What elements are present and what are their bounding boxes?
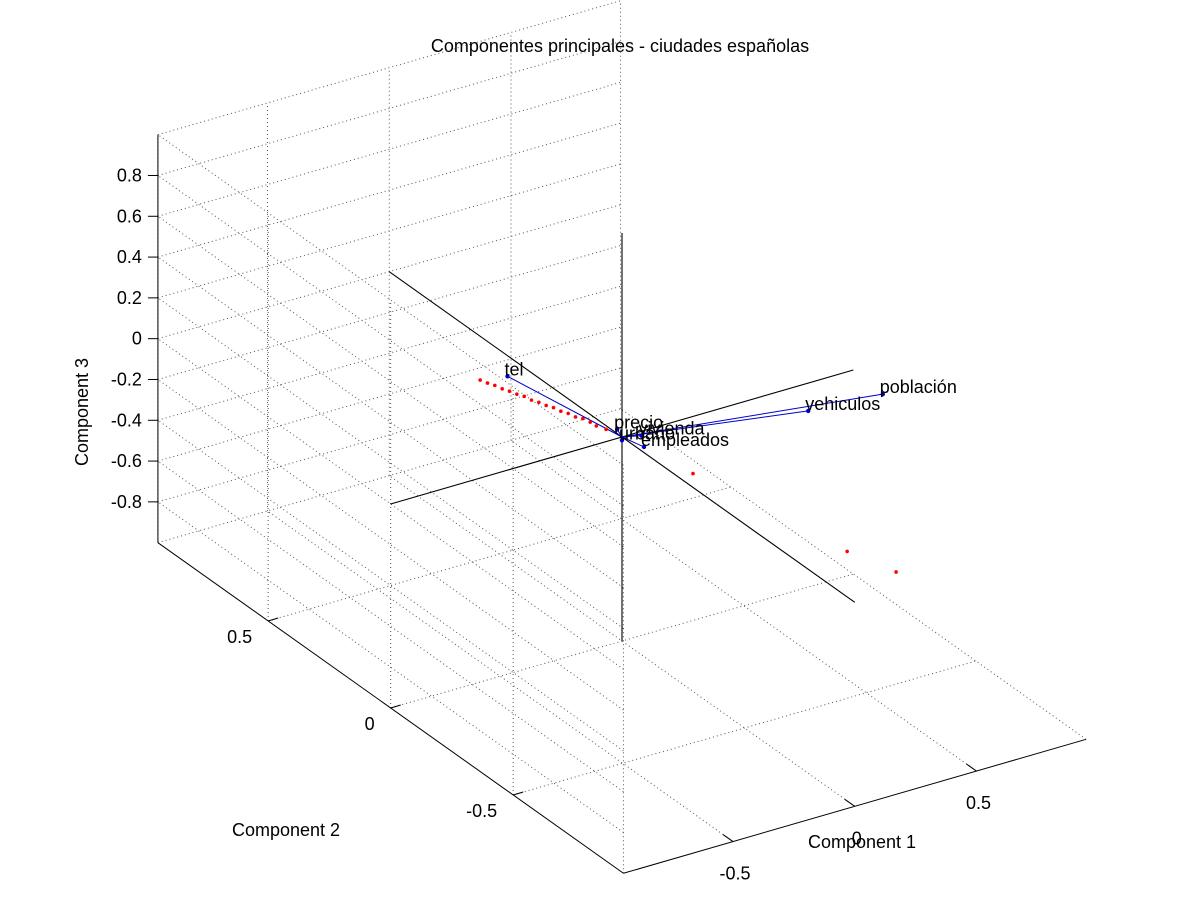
y-tick	[390, 704, 401, 709]
vector-tip	[619, 438, 625, 443]
score-point	[845, 549, 849, 554]
score-point	[559, 409, 563, 414]
x-tick	[722, 834, 734, 842]
grid-line	[157, 163, 621, 299]
grid-line	[268, 486, 731, 622]
y-axis-label: Component 2	[232, 820, 340, 840]
score-point	[529, 398, 534, 402]
vector-tip	[880, 391, 885, 397]
score-point	[551, 405, 556, 410]
z-tick-label: 0	[132, 329, 142, 349]
z-tick-label: -0.6	[111, 451, 142, 471]
x-tick	[844, 798, 856, 807]
x-tick-label: -0.5	[719, 864, 750, 884]
vector-vivienda	[621, 435, 642, 438]
grid-line	[267, 510, 734, 842]
score-point	[566, 411, 570, 416]
vector-labels: vehiculos tel población precioviviendaemple…	[504, 359, 956, 450]
score-point	[478, 378, 482, 382]
z-tick-label: 0.2	[117, 288, 142, 308]
grid-line	[510, 440, 977, 772]
grid-line	[157, 245, 621, 380]
z-tick-label: -0.8	[111, 492, 142, 512]
score-point	[573, 415, 578, 419]
vector-label: tel	[504, 359, 523, 379]
x-axis-line	[623, 738, 1087, 874]
x-tick-label: 0	[852, 828, 862, 848]
grid-line	[157, 408, 621, 544]
y-tick-label: -0.5	[466, 801, 497, 821]
vector-vehiculos	[621, 410, 809, 438]
vector-label: urbano	[619, 423, 675, 443]
y-tick-label: 0	[365, 714, 375, 734]
z-tick-label: 0.4	[117, 247, 142, 267]
grid-line	[157, 81, 621, 217]
vector-empleados	[621, 436, 645, 448]
grid-line	[157, 367, 621, 503]
vector-tip	[641, 444, 647, 450]
y-tick	[513, 791, 524, 796]
x-tick-label: 0.5	[966, 793, 991, 813]
score-point	[594, 424, 599, 428]
vector-label: empleados	[641, 430, 729, 450]
vector-tip	[614, 427, 620, 432]
y-tick	[268, 617, 279, 622]
grid-line	[157, 419, 624, 752]
vector-label: precio	[614, 412, 663, 432]
grid-line	[157, 0, 621, 136]
y-tick-label: 0.5	[227, 627, 252, 647]
vector-tip	[505, 374, 510, 379]
score-point	[507, 389, 512, 393]
z-tick-label: -0.4	[111, 410, 142, 430]
grid-line	[157, 122, 621, 258]
z-tick-label: 0.6	[117, 206, 142, 226]
score-point	[485, 381, 490, 385]
z-tick-label: -0.2	[111, 369, 142, 389]
vector-label: vivienda	[639, 419, 706, 439]
grid-line	[157, 326, 621, 462]
score-point	[894, 570, 898, 574]
score-point	[522, 394, 526, 399]
score-point	[537, 400, 541, 405]
vector-tip	[806, 408, 811, 414]
grid-line	[513, 660, 976, 796]
score-point	[544, 403, 548, 408]
grid-line	[620, 408, 1087, 740]
grid-line	[157, 256, 624, 589]
x-tick	[966, 763, 977, 772]
score-point	[581, 416, 585, 421]
x-axis-label: Component 1	[808, 832, 916, 852]
vector-tel	[507, 375, 623, 438]
score-point	[493, 383, 497, 388]
score-point	[515, 392, 519, 396]
grid-line	[157, 41, 621, 176]
vector-label: población	[880, 377, 957, 397]
score-point	[604, 427, 608, 432]
chart-title: Componentes principales - ciudades españ…	[431, 36, 809, 56]
z-tick-label: 0.8	[117, 165, 142, 185]
score-points	[478, 378, 898, 574]
vector-población	[621, 393, 883, 438]
grid-line	[157, 285, 621, 421]
z-axis-label: Component 3	[72, 358, 92, 466]
score-point	[691, 471, 695, 476]
axis-layer: -0.5 0 0.5 -0.5 0 0.5 -0.8 -0.6 -0.4 -0.2 0 0.2 0.4 0…	[111, 134, 1087, 884]
score-point	[588, 420, 592, 424]
grid-line	[157, 215, 624, 548]
grid-line	[157, 379, 624, 711]
vector-tip	[639, 433, 644, 438]
loading-vectors	[505, 374, 885, 450]
score-point	[500, 387, 504, 391]
vector-label: vehiculos	[805, 394, 880, 414]
